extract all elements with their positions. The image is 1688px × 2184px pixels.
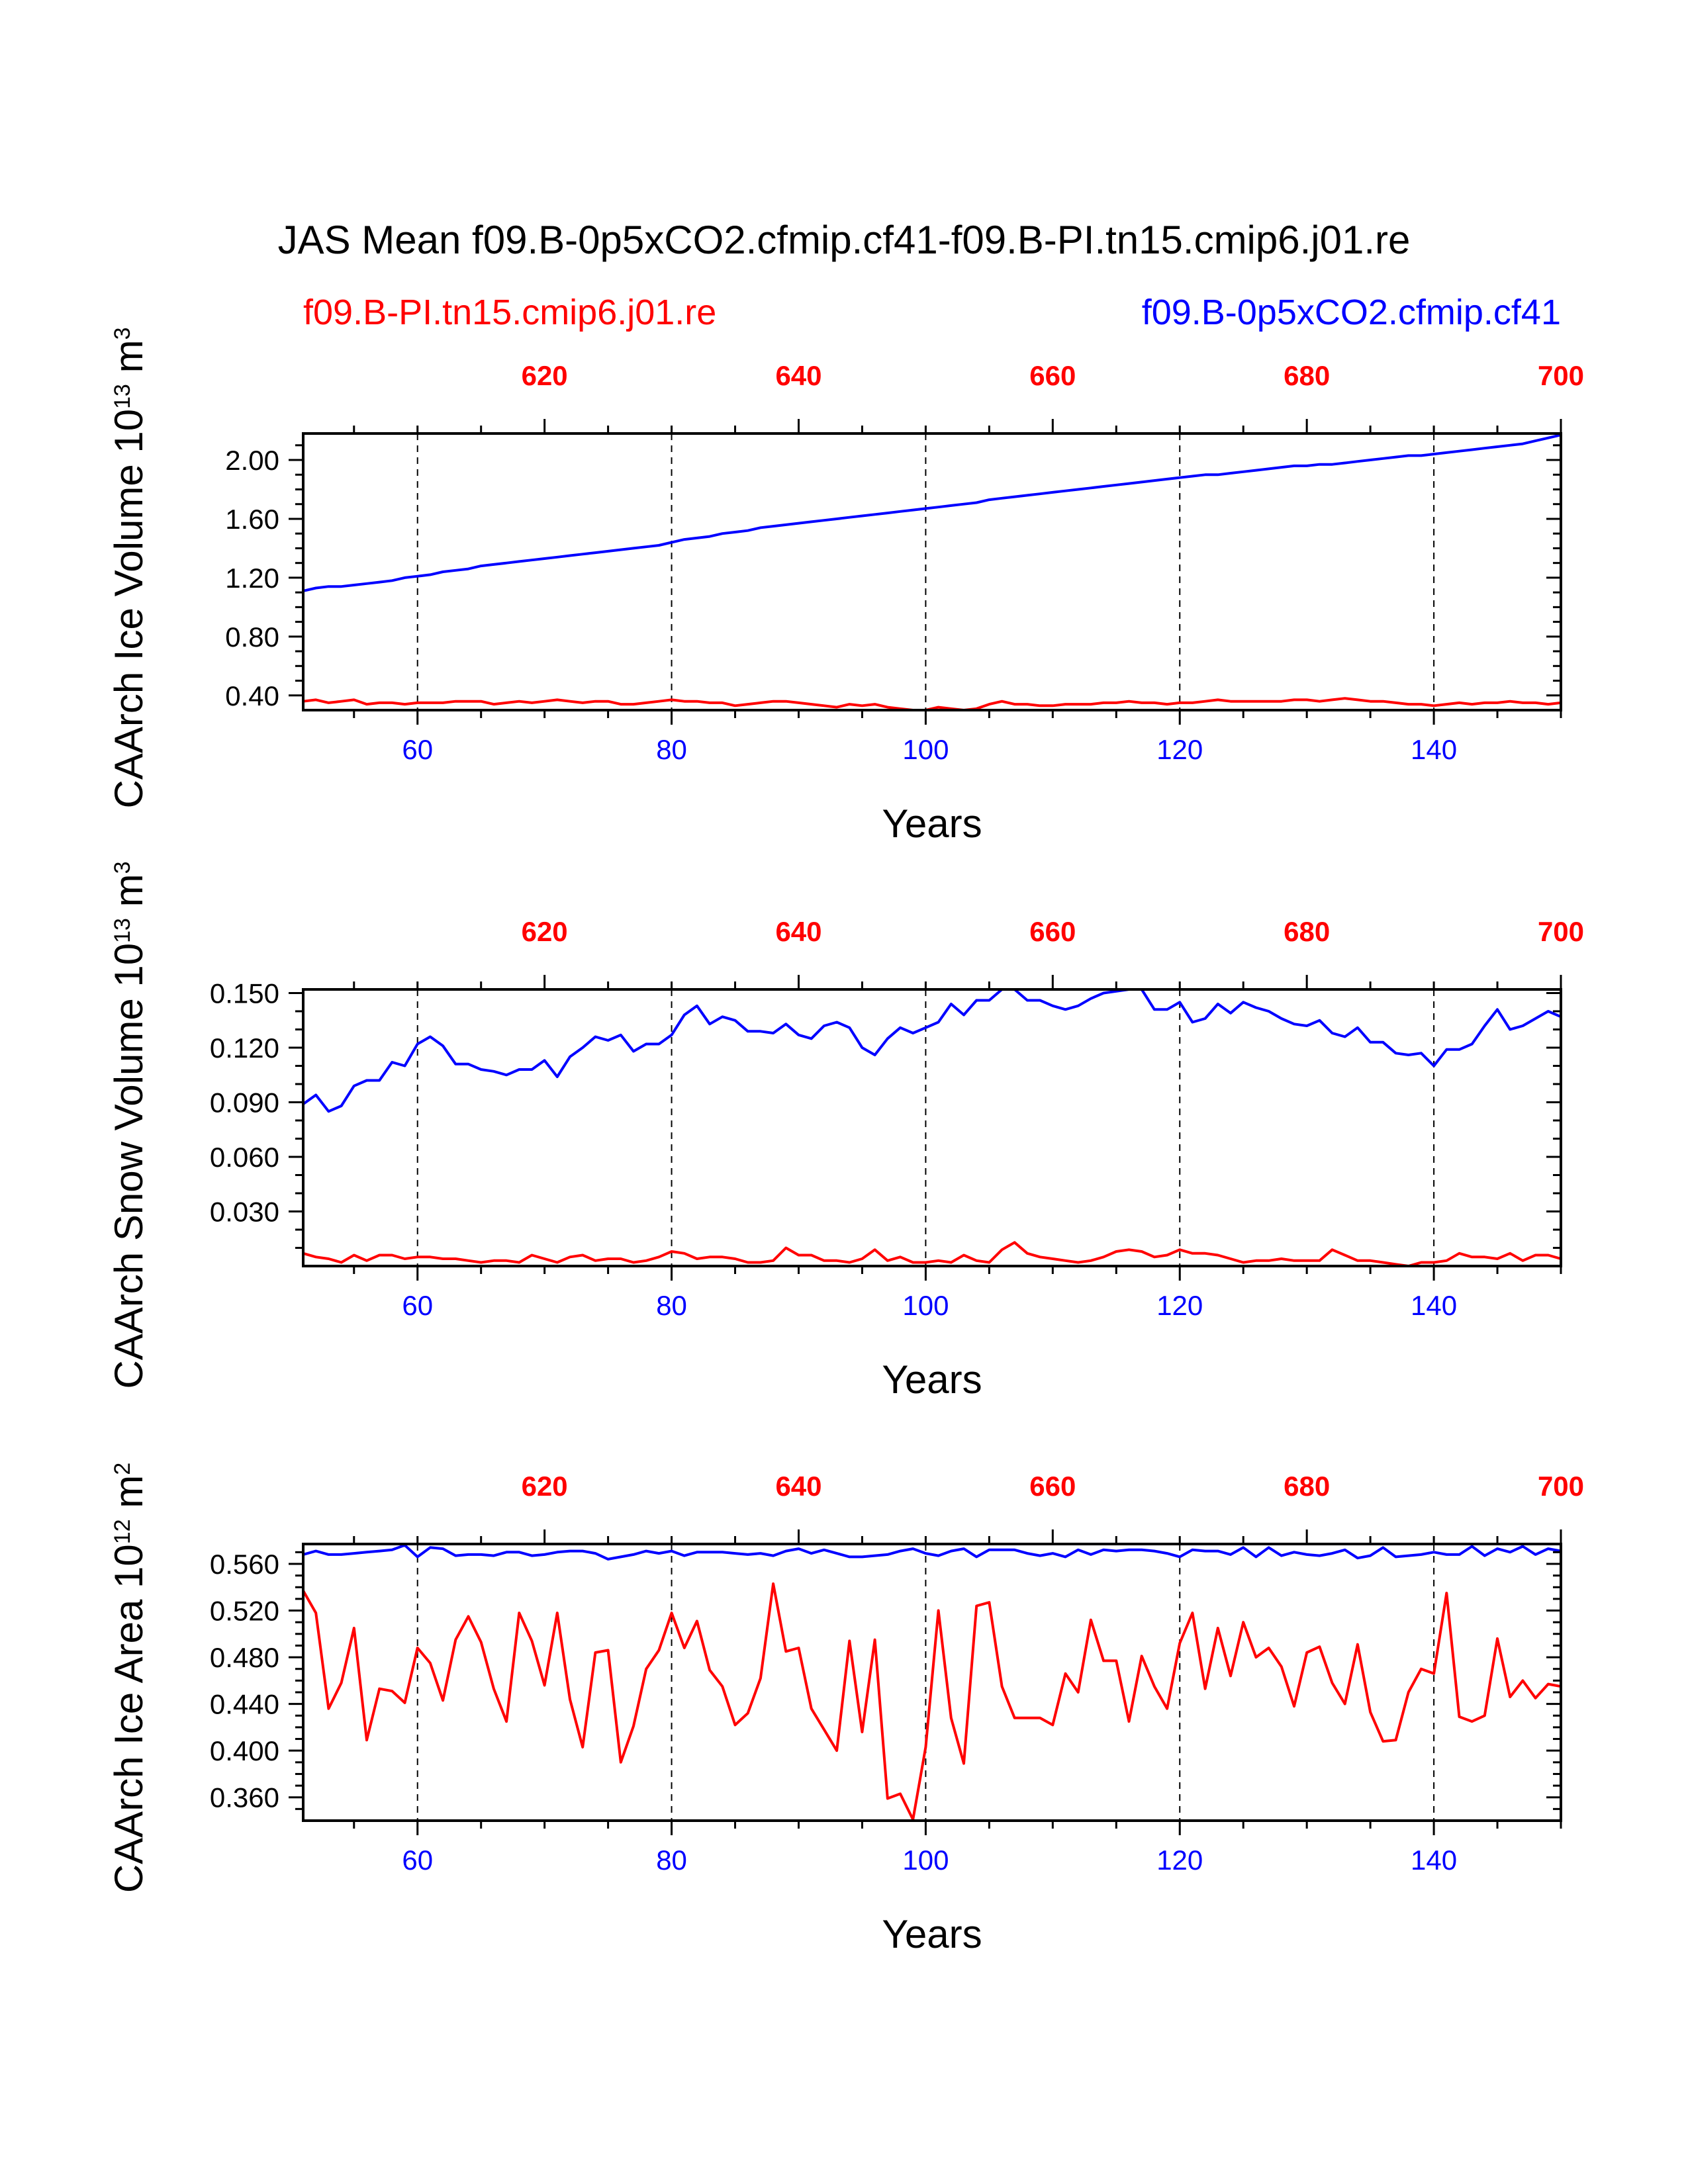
chart-panel-2: 60 80 100 120 140 620 640 660 680 700 0.030 0.060 0.… bbox=[107, 861, 1584, 1402]
y-tick-label: 0.520 bbox=[210, 1596, 279, 1627]
y-tick-label: 0.480 bbox=[210, 1642, 279, 1673]
x2-tick-label: 660 bbox=[1029, 1471, 1076, 1502]
x2-tick-label: 640 bbox=[775, 1471, 821, 1502]
x2-tick-label: 680 bbox=[1284, 360, 1330, 391]
y-tick-label: 0.090 bbox=[210, 1087, 279, 1118]
y-tick-label: 0.80 bbox=[225, 621, 279, 653]
y-tick-label: 0.400 bbox=[210, 1735, 279, 1766]
x-tick-label: 60 bbox=[402, 734, 433, 765]
legend-left-label: f09.B-PI.tn15.cmip6.j01.re bbox=[303, 293, 716, 332]
x-tick-label: 140 bbox=[1411, 734, 1457, 765]
plot-frame bbox=[302, 432, 1562, 711]
plot-frame bbox=[302, 988, 1562, 1267]
legend-right-label: f09.B-0p5xCO2.cfmip.cf41 bbox=[1142, 293, 1561, 332]
x-tick-label: 80 bbox=[656, 1844, 687, 1876]
chart-panel-3: 60 80 100 120 140 620 640 660 680 700 0.360 0.400 0.… bbox=[107, 1463, 1584, 1956]
y-tick-label: 0.360 bbox=[210, 1782, 279, 1813]
plot-frame bbox=[302, 1543, 1562, 1822]
x-tick-label: 60 bbox=[402, 1290, 433, 1321]
x-tick-label: 120 bbox=[1156, 734, 1203, 765]
y-tick-label: 0.150 bbox=[210, 978, 279, 1009]
x-tick-label: 120 bbox=[1156, 1844, 1203, 1876]
x-tick-label: 100 bbox=[902, 1844, 949, 1876]
x2-tick-label: 620 bbox=[522, 916, 568, 947]
x2-tick-label: 700 bbox=[1538, 916, 1584, 947]
y-tick-label: 0.120 bbox=[210, 1032, 279, 1064]
x-tick-label: 100 bbox=[902, 1290, 949, 1321]
x-tick-label: 60 bbox=[402, 1844, 433, 1876]
x2-tick-label: 680 bbox=[1284, 916, 1330, 947]
y-tick-label: 0.030 bbox=[210, 1197, 279, 1228]
x-axis-title: Years bbox=[882, 1912, 982, 1956]
x2-tick-label: 620 bbox=[522, 1471, 568, 1502]
series-line-red bbox=[303, 697, 1562, 711]
y-tick-label: 0.40 bbox=[225, 680, 279, 711]
panels: 60 80 100 120 140 620 640 660 680 700 0.40 0.80 1.20… bbox=[107, 327, 1584, 1956]
x-tick-label: 100 bbox=[902, 734, 949, 765]
x2-tick-label: 700 bbox=[1538, 1471, 1584, 1502]
x-tick-label: 140 bbox=[1411, 1290, 1457, 1321]
x2-tick-label: 660 bbox=[1029, 360, 1076, 391]
y-tick-label: 0.560 bbox=[210, 1549, 279, 1580]
y-axis-title: CAArch Ice Area 1012 m2 bbox=[107, 1463, 151, 1893]
y-tick-label: 0.440 bbox=[210, 1689, 279, 1720]
chart-title: JAS Mean f09.B-0p5xCO2.cfmip.cf41-f09.B-… bbox=[278, 218, 1411, 262]
y-axis-title: CAArch Snow Volume 1013 m3 bbox=[107, 861, 151, 1388]
x2-tick-label: 640 bbox=[775, 916, 821, 947]
x2-tick-label: 660 bbox=[1029, 916, 1076, 947]
x-tick-label: 80 bbox=[656, 734, 687, 765]
series-line-blue bbox=[303, 433, 1562, 592]
x-tick-label: 80 bbox=[656, 1290, 687, 1321]
y-axis-title: CAArch Ice Volume 1013 m3 bbox=[107, 327, 151, 808]
x-axis-title: Years bbox=[882, 1357, 982, 1402]
y-tick-label: 1.60 bbox=[225, 504, 279, 535]
x2-tick-label: 620 bbox=[522, 360, 568, 391]
x2-tick-label: 640 bbox=[775, 360, 821, 391]
y-tick-label: 0.060 bbox=[210, 1142, 279, 1173]
x-tick-label: 140 bbox=[1411, 1844, 1457, 1876]
x-tick-label: 120 bbox=[1156, 1290, 1203, 1321]
x-axis-title: Years bbox=[882, 801, 982, 846]
y-tick-label: 1.20 bbox=[225, 563, 279, 594]
x2-tick-label: 680 bbox=[1284, 1471, 1330, 1502]
series-line-blue bbox=[302, 988, 1562, 1113]
x2-tick-label: 700 bbox=[1538, 360, 1584, 391]
series-line-red bbox=[302, 1582, 1562, 1821]
chart-panel-1: 60 80 100 120 140 620 640 660 680 700 0.40 0.80 1.20… bbox=[107, 327, 1584, 846]
series-line-red bbox=[303, 1241, 1562, 1267]
series-line-blue bbox=[303, 1543, 1562, 1561]
y-tick-label: 2.00 bbox=[225, 445, 279, 476]
